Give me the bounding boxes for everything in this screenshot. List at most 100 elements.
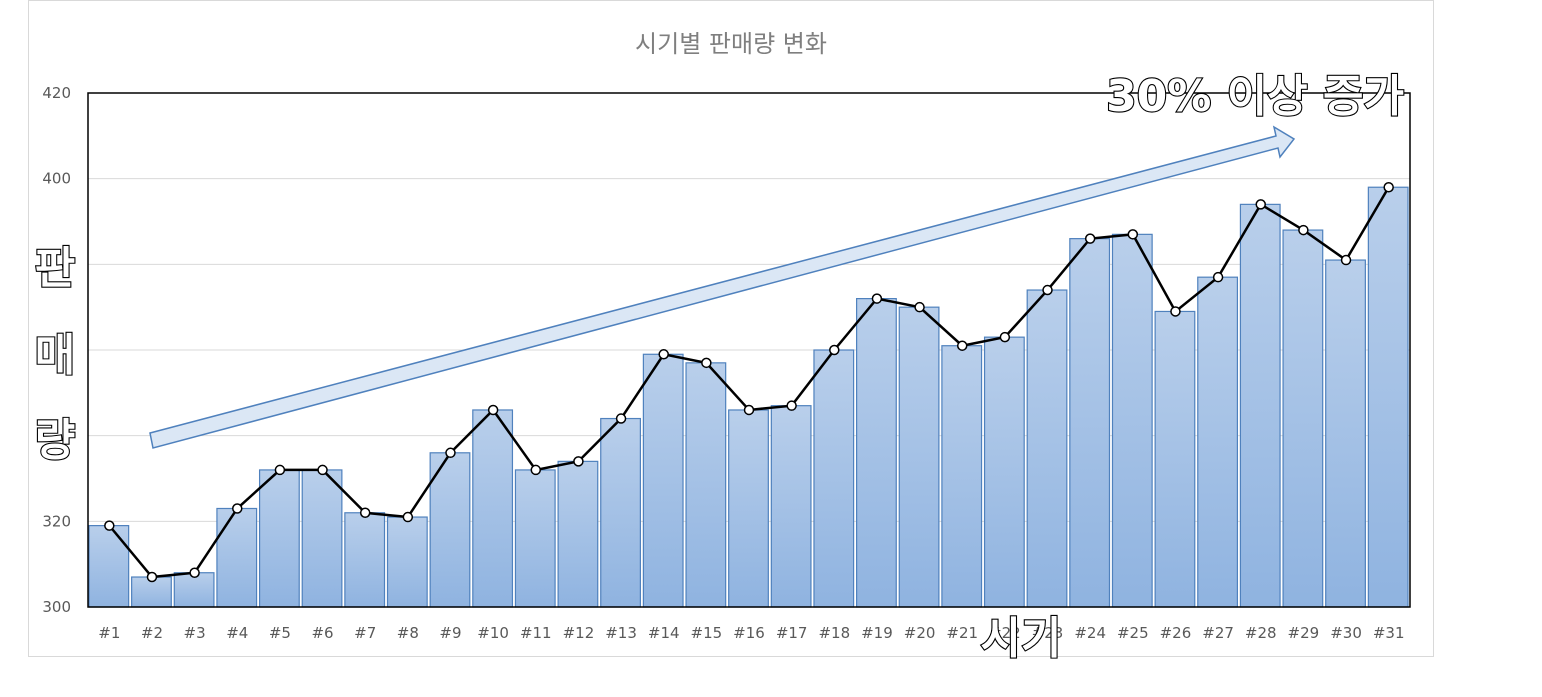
bar: [983, 336, 1025, 608]
line-point: [573, 456, 584, 467]
x-tick-label: #1: [98, 624, 120, 642]
line-point: [402, 511, 414, 523]
bar-series: [88, 186, 1409, 608]
x-tick-label: #3: [184, 624, 206, 642]
bar: [898, 306, 940, 608]
line-point: [871, 293, 883, 304]
bar: [472, 409, 514, 608]
line-point: [104, 520, 115, 531]
line-point: [359, 507, 371, 519]
bar: [1111, 233, 1153, 608]
bar: [429, 452, 471, 608]
x-tick-label: #28: [1245, 624, 1277, 642]
bar: [728, 409, 769, 608]
line-point: [317, 464, 328, 476]
bar: [1154, 310, 1196, 608]
plot-area-border: [87, 92, 1411, 608]
y-tick-label: 420: [42, 84, 71, 102]
x-tick-label: #2: [141, 624, 163, 642]
bar: [1026, 289, 1068, 608]
line-point: [1170, 306, 1181, 317]
line-point: [1383, 181, 1394, 193]
line-point: [786, 400, 797, 411]
line-point: [1340, 254, 1352, 266]
line-point: [701, 357, 712, 369]
y-axis-title: 판 매 량: [34, 242, 77, 467]
x-tick-label: #14: [648, 624, 680, 642]
x-tick-label: #31: [1373, 624, 1405, 642]
line-point: [1042, 284, 1053, 296]
x-axis-tick-labels: #1 #2 #3 #4 #5 #6 #7 #8 #9 #10 #11 #12 #13 #14 #15 #16 #…: [98, 624, 1404, 642]
x-tick-label: #18: [818, 624, 850, 642]
x-tick-label: #6: [311, 624, 333, 642]
bar: [1367, 186, 1409, 608]
x-tick-label: #7: [354, 624, 376, 642]
line-point: [743, 404, 755, 416]
x-tick-label: #25: [1117, 624, 1149, 642]
bar: [856, 298, 897, 608]
line-point: [829, 344, 840, 356]
x-tick-label: #16: [733, 624, 765, 642]
trend-arrow: [149, 125, 1296, 449]
line-point: [658, 349, 669, 360]
bar: [600, 417, 641, 608]
line-point: [999, 331, 1011, 343]
y-axis-title-char-3: 량: [35, 415, 75, 466]
bar: [813, 349, 855, 608]
x-tick-label: #4: [226, 624, 248, 642]
increase-annotation: 30% 이상 증가: [1106, 71, 1404, 122]
x-axis-title: 시기: [981, 613, 1062, 664]
bar: [216, 507, 258, 608]
y-tick-label: 320: [42, 512, 71, 530]
x-tick-label: #11: [520, 624, 552, 642]
x-tick-label: #13: [605, 624, 637, 642]
bar: [941, 345, 983, 608]
line-point: [1212, 271, 1224, 283]
y-axis-title-char-2: 매: [35, 330, 75, 381]
x-tick-label: #5: [269, 624, 291, 642]
x-tick-label: #27: [1202, 624, 1234, 642]
line-point: [530, 464, 542, 476]
bar: [1239, 203, 1281, 608]
line-point: [914, 301, 925, 313]
x-tick-label: #12: [563, 624, 595, 642]
bar: [685, 362, 727, 608]
x-tick-label: #8: [397, 624, 419, 642]
bar: [514, 469, 556, 608]
bar: [1069, 238, 1111, 608]
bar: [88, 525, 130, 608]
bar: [344, 512, 386, 608]
y-axis-title-char-1: 판: [35, 243, 75, 294]
line-point: [1127, 229, 1139, 240]
x-tick-label: #26: [1160, 624, 1192, 642]
bar: [1282, 229, 1324, 608]
bar: [386, 516, 428, 608]
line-point: [615, 413, 627, 424]
bar: [258, 469, 300, 608]
x-tick-label: #20: [904, 624, 936, 642]
line-point: [1084, 233, 1096, 244]
x-tick-label: #10: [477, 624, 509, 642]
chart-title: 시기별 판매량 변화: [635, 30, 827, 58]
bar: [1197, 276, 1239, 608]
bar: [770, 405, 812, 608]
line-point: [445, 447, 456, 459]
line-point: [146, 571, 158, 583]
line-point: [189, 567, 200, 578]
line-point: [1255, 199, 1266, 210]
line-point: [956, 340, 968, 351]
bar: [301, 469, 343, 608]
y-tick-label: 400: [42, 170, 71, 188]
line-point: [232, 503, 243, 514]
x-tick-label: #15: [691, 624, 723, 642]
x-tick-label: #21: [946, 624, 978, 642]
line-point: [274, 464, 286, 476]
bar: [557, 460, 599, 608]
x-tick-label: #9: [439, 624, 461, 642]
trend-arrow-shape: [149, 125, 1296, 449]
x-tick-label: #17: [776, 624, 808, 642]
line-point: [1298, 224, 1309, 236]
line-series: [104, 181, 1394, 583]
y-axis-tick-labels: 300 320 400 420: [42, 84, 71, 616]
